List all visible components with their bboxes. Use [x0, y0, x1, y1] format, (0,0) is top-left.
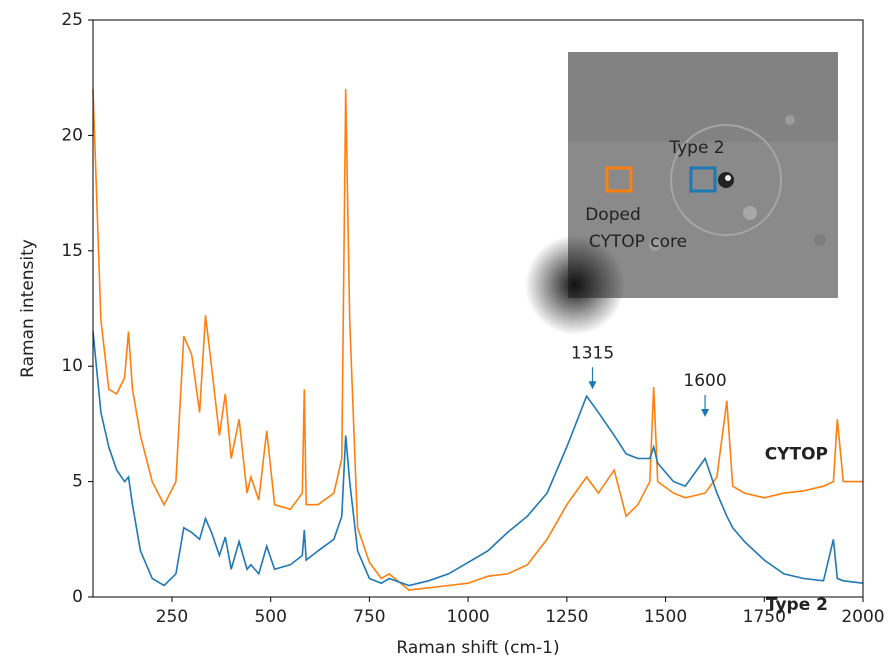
series-label: CYTOP [765, 445, 828, 465]
x-tick-label: 500 [254, 607, 286, 627]
x-tick-label: 750 [353, 607, 385, 627]
inset-image [525, 52, 838, 335]
x-tick-label: 1750 [743, 607, 786, 627]
annotation-arrowhead [588, 381, 597, 390]
x-tick-label: 1250 [545, 607, 588, 627]
annotation-arrowhead [701, 408, 710, 417]
inset-label: Doped [585, 205, 641, 225]
series-line [92, 89, 863, 591]
y-axis-label: Raman intensity [18, 239, 38, 378]
x-tick-label: 1500 [644, 607, 687, 627]
annotation-label: 1600 [683, 371, 726, 391]
inset-label: Type 2 [668, 138, 724, 158]
inset-label: CYTOP core [589, 232, 687, 252]
y-tick-label: 15 [61, 241, 83, 261]
y-tick-label: 5 [72, 472, 83, 492]
annotation-label: 1315 [571, 343, 614, 363]
plot-frame [92, 19, 864, 598]
y-tick-label: 10 [61, 356, 83, 376]
y-tick-label: 20 [61, 125, 83, 145]
y-tick-label: 0 [72, 587, 83, 607]
x-tick-label: 250 [156, 607, 188, 627]
x-axis-label: Raman shift (cm-1) [396, 638, 559, 658]
series-label: Type 2 [766, 595, 828, 615]
series-line [92, 331, 864, 587]
y-tick-label: 25 [61, 10, 83, 30]
x-tick-label: 1000 [446, 607, 489, 627]
x-tick-label: 2000 [841, 607, 884, 627]
